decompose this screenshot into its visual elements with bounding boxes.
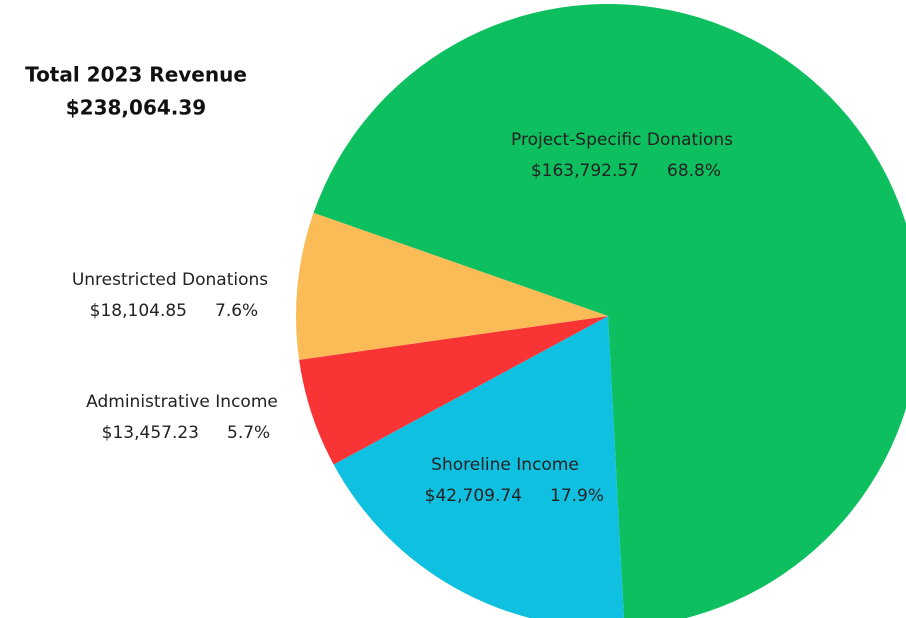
chart-subtitle: $238,064.39 [66,96,206,120]
slice-value: $18,104.85 [90,301,187,321]
slice-percent: 17.9% [550,486,604,506]
pie-slice [333,316,624,618]
pie-slice [313,4,906,618]
chart-title: Total 2023 Revenue [25,63,247,87]
pie-slice [299,316,608,465]
pie-slice [296,212,608,360]
slice-value: $13,457.23 [102,423,199,443]
slice-percent: 5.7% [227,423,270,443]
pie-labels: Project-Specific Donations $163,792.57 68.… [72,130,733,506]
slice-percent: 68.8% [667,161,721,181]
slice-name: Shoreline Income [431,455,579,475]
slice-name: Administrative Income [86,392,278,412]
slice-name: Project-Specific Donations [511,130,733,150]
slice-value: $163,792.57 [531,161,639,181]
slice-percent: 7.6% [215,301,258,321]
slice-name: Unrestricted Donations [72,270,268,290]
slice-value: $42,709.74 [425,486,522,506]
pie [296,4,906,618]
